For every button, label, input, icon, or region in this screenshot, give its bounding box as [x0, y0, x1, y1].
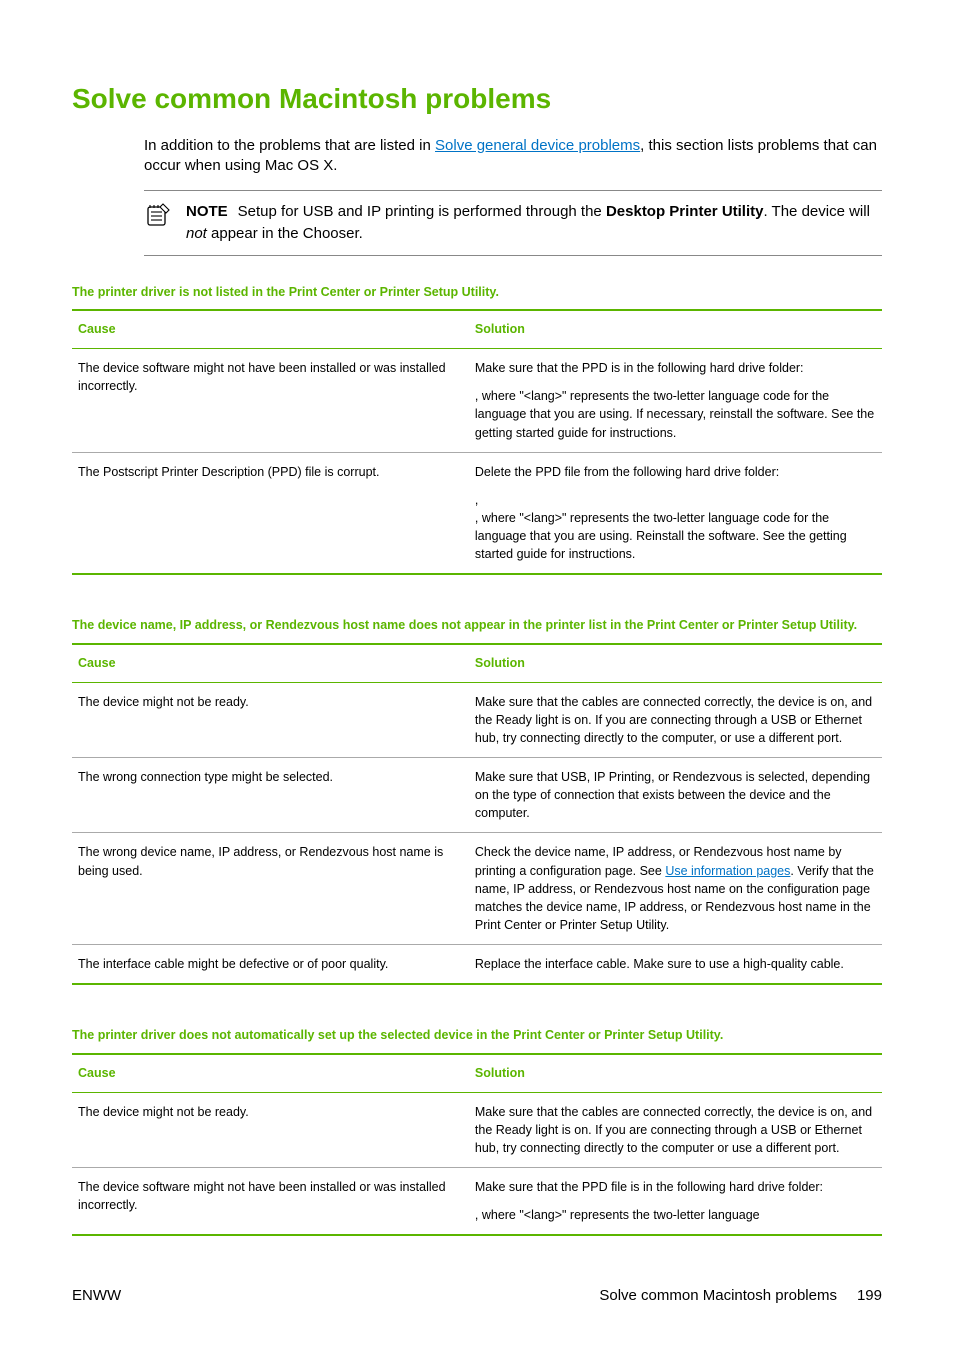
col-cause-header: Cause	[72, 644, 469, 682]
cause-cell: The Postscript Printer Description (PPD)…	[72, 452, 469, 574]
col-solution-header: Solution	[469, 310, 882, 348]
sol-line-2: ,	[475, 491, 876, 509]
sol-line-2: , where "<lang>" represents the two-lett…	[475, 1206, 876, 1224]
solution-cell: Make sure that the cables are connected …	[469, 682, 882, 757]
col-solution-header: Solution	[469, 644, 882, 682]
sol-line: , where "<lang>" represents the two-lett…	[475, 387, 876, 441]
note-t3: appear in the Chooser.	[207, 225, 363, 242]
note-icon	[144, 201, 172, 229]
footer-page-number: 199	[857, 1286, 882, 1306]
table-row: The Postscript Printer Description (PPD)…	[72, 452, 882, 574]
sol-line-2: , where "<lang>" represents the two-lett…	[475, 387, 876, 441]
footer-left: ENWW	[72, 1286, 121, 1306]
table-row: The device software might not have been …	[72, 1167, 882, 1235]
solution-cell: Make sure that the cables are connected …	[469, 1092, 882, 1167]
cause-cell: The device software might not have been …	[72, 1167, 469, 1235]
note-bold: Desktop Printer Utility	[606, 203, 764, 220]
page-footer: ENWW Solve common Macintosh problems 199	[72, 1286, 882, 1306]
solution-cell: Replace the interface cable. Make sure t…	[469, 945, 882, 985]
note-italic: not	[186, 225, 207, 242]
note-block: NOTE Setup for USB and IP printing is per…	[144, 190, 882, 256]
sol-link[interactable]: Use information pages	[665, 864, 790, 878]
col-solution-header: Solution	[469, 1054, 882, 1092]
sol-line: Delete the PPD file from the following h…	[475, 465, 779, 479]
table-2: The device name, IP address, or Rendezvo…	[72, 617, 882, 985]
col-cause-header: Cause	[72, 1054, 469, 1092]
solution-cell: Check the device name, IP address, or Re…	[469, 833, 882, 945]
note-text: NOTE Setup for USB and IP printing is per…	[186, 201, 882, 245]
solution-cell: Make sure that USB, IP Printing, or Rend…	[469, 758, 882, 833]
intro-paragraph: In addition to the problems that are lis…	[144, 136, 882, 177]
table-row: The device software might not have been …	[72, 349, 882, 453]
table-1-title: The printer driver is not listed in the …	[72, 284, 882, 302]
solution-cell: Make sure that the PPD is in the followi…	[469, 349, 882, 453]
col-cause-header: Cause	[72, 310, 469, 348]
solution-cell: Make sure that the PPD file is in the fo…	[469, 1167, 882, 1235]
table-3-title: The printer driver does not automaticall…	[72, 1027, 882, 1045]
note-label: NOTE	[186, 203, 228, 220]
note-t2: . The device will	[763, 203, 869, 220]
page-heading: Solve common Macintosh problems	[72, 80, 882, 118]
table-3: The printer driver does not automaticall…	[72, 1027, 882, 1236]
intro-link[interactable]: Solve general device problems	[435, 137, 640, 154]
cause-cell: The device software might not have been …	[72, 349, 469, 453]
sol-line-3: , where "<lang>" represents the two-lett…	[475, 509, 876, 563]
sol-line: Make sure that the PPD is in the followi…	[475, 361, 804, 375]
intro-text-pre: In addition to the problems that are lis…	[144, 137, 435, 154]
table-row: The interface cable might be defective o…	[72, 945, 882, 985]
cause-cell: The wrong connection type might be selec…	[72, 758, 469, 833]
sol-line: Make sure that the PPD file is in the fo…	[475, 1180, 823, 1194]
cause-cell: The device might not be ready.	[72, 1092, 469, 1167]
cause-cell: The interface cable might be defective o…	[72, 945, 469, 985]
cause-cell: The device might not be ready.	[72, 682, 469, 757]
table-row: The device might not be ready. Make sure…	[72, 682, 882, 757]
table-2-title: The device name, IP address, or Rendezvo…	[72, 617, 882, 635]
solution-cell: Delete the PPD file from the following h…	[469, 452, 882, 574]
note-t1: Setup for USB and IP printing is perform…	[238, 203, 606, 220]
footer-section-title: Solve common Macintosh problems	[599, 1286, 837, 1306]
table-row: The device might not be ready. Make sure…	[72, 1092, 882, 1167]
table-row: The wrong connection type might be selec…	[72, 758, 882, 833]
table-1: The printer driver is not listed in the …	[72, 284, 882, 576]
table-row: The wrong device name, IP address, or Re…	[72, 833, 882, 945]
cause-cell: The wrong device name, IP address, or Re…	[72, 833, 469, 945]
